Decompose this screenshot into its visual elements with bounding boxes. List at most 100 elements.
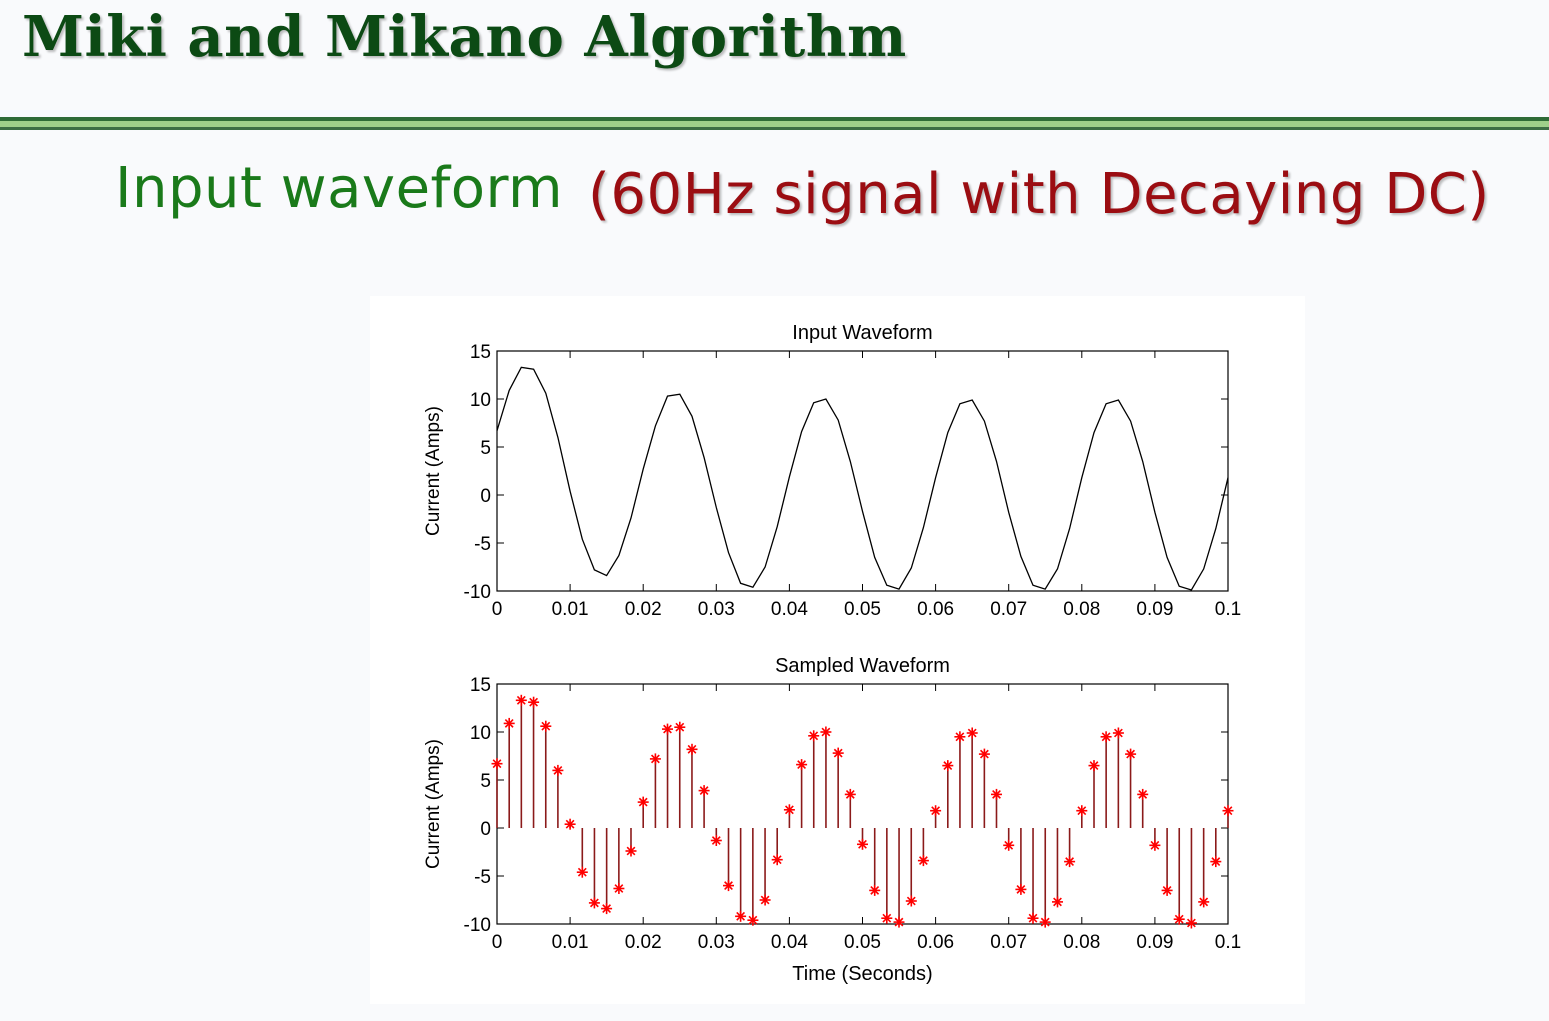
x-tick-label: 0.09 — [1136, 932, 1173, 953]
stem-marker — [808, 730, 820, 742]
y-axis-label: Current (Amps) — [423, 406, 444, 536]
stem-marker — [1064, 856, 1076, 868]
x-tick-label: 0.01 — [552, 932, 589, 953]
stem-marker — [1003, 839, 1015, 851]
x-tick-label: 0.05 — [844, 932, 881, 953]
stem-marker — [1015, 883, 1027, 895]
chart-0: Input Waveform 0 0.01 0.02 0.03 0.04 0.05 0.06 0… — [423, 322, 1241, 620]
stem-marker — [540, 720, 552, 732]
x-tick-label: 0.1 — [1215, 599, 1241, 620]
x-tick-label: 0.01 — [552, 599, 589, 620]
x-tick-label: 0.02 — [625, 932, 662, 953]
x-tick-label: 0.03 — [698, 932, 735, 953]
series-line — [496, 366, 1229, 591]
stem-marker — [576, 866, 588, 878]
stem-marker — [954, 731, 966, 743]
x-tick-label: 0 — [492, 932, 503, 953]
y-tick-label: 5 — [480, 438, 491, 459]
stem-marker — [832, 747, 844, 759]
y-tick-label: -5 — [474, 867, 491, 888]
stem-marker — [601, 903, 613, 915]
stem-marker — [1173, 913, 1185, 925]
stem-marker — [491, 758, 503, 770]
y-tick-label: 10 — [470, 723, 491, 744]
stem-marker — [771, 854, 783, 866]
chart-title: Sampled Waveform — [775, 655, 950, 677]
stem-marker — [625, 845, 637, 857]
y-tick-label: 10 — [470, 390, 491, 411]
stem-marker — [978, 748, 990, 760]
chart-1: Sampled Waveform 0 0.01 0.02 0.03 0.04 0.05 0.0… — [423, 655, 1241, 985]
x-tick-label: 0.08 — [1063, 599, 1100, 620]
stem-marker — [1088, 760, 1100, 772]
y-tick-label: 15 — [470, 675, 491, 696]
figure-panel: Input Waveform 0 0.01 0.02 0.03 0.04 0.05 0.06 0… — [370, 296, 1305, 1004]
stem-marker — [905, 895, 917, 907]
stem-marker — [1100, 731, 1112, 743]
stem-marker — [881, 912, 893, 924]
stem-marker — [515, 694, 527, 706]
stem-marker — [844, 788, 856, 800]
y-tick-label: 5 — [480, 771, 491, 792]
stem-marker — [1185, 917, 1197, 929]
x-tick-label: 0.03 — [698, 599, 735, 620]
y-tick-label: -5 — [474, 534, 491, 555]
stem-marker — [1125, 748, 1137, 760]
stem-marker — [564, 818, 576, 830]
y-tick-label: 15 — [470, 342, 491, 363]
stem-marker — [528, 696, 540, 708]
x-tick-label: 0.05 — [844, 599, 881, 620]
subtitle-signal-description: (60Hz signal with Decaying DC) — [588, 162, 1490, 227]
title-divider — [0, 117, 1549, 133]
y-tick-label: 0 — [480, 486, 491, 507]
x-tick-label: 0.1 — [1215, 932, 1241, 953]
stem-marker — [649, 753, 661, 765]
stem-marker — [966, 727, 978, 739]
x-tick-label: 0.04 — [771, 599, 808, 620]
stem-marker — [930, 805, 942, 817]
x-tick-label: 0.06 — [917, 932, 954, 953]
stem-marker — [1027, 912, 1039, 924]
stem-marker — [503, 717, 515, 729]
x-tick-label: 0.02 — [625, 599, 662, 620]
stem-marker — [710, 835, 722, 846]
stem-marker — [674, 721, 686, 733]
stem-marker — [1198, 896, 1210, 908]
stem-marker — [991, 788, 1002, 800]
stem-marker — [869, 884, 881, 896]
x-tick-label: 0 — [492, 599, 503, 620]
stem-marker — [942, 760, 954, 772]
y-tick-label: -10 — [464, 582, 491, 603]
chart-title: Input Waveform — [792, 322, 932, 344]
stem-marker — [735, 910, 747, 922]
slide-title: Miki and Mikano Algorithm — [22, 4, 907, 70]
x-axis-label: Time (Seconds) — [792, 963, 932, 985]
stem-marker — [857, 838, 868, 850]
x-tick-label: 0.07 — [990, 932, 1027, 953]
stem-marker — [637, 796, 649, 808]
x-tick-label: 0.06 — [917, 599, 954, 620]
plot-frame — [496, 350, 1229, 592]
stem-marker — [747, 914, 759, 926]
x-tick-label: 0.04 — [771, 932, 808, 953]
stem-marker — [1112, 727, 1124, 739]
stem-marker — [783, 804, 795, 816]
stem-marker — [552, 764, 564, 776]
stem-marker — [820, 726, 832, 738]
stem-marker — [588, 897, 600, 909]
waveform-figure: Input Waveform 0 0.01 0.02 0.03 0.04 0.05 0.06 0… — [423, 322, 1241, 985]
stem-marker — [1052, 896, 1063, 908]
stem-marker — [1039, 916, 1051, 928]
stem-marker — [759, 894, 771, 906]
stem-marker — [662, 723, 673, 735]
stem-marker — [893, 916, 905, 928]
y-axis-label: Current (Amps) — [423, 739, 444, 869]
x-tick-label: 0.07 — [990, 599, 1027, 620]
x-tick-label: 0.09 — [1136, 599, 1173, 620]
stem-marker — [796, 759, 808, 771]
stem-marker — [1076, 805, 1088, 817]
stem-marker — [698, 785, 710, 797]
stem-marker — [1210, 856, 1222, 868]
stem-marker — [723, 880, 734, 892]
stem-marker — [1149, 839, 1161, 851]
